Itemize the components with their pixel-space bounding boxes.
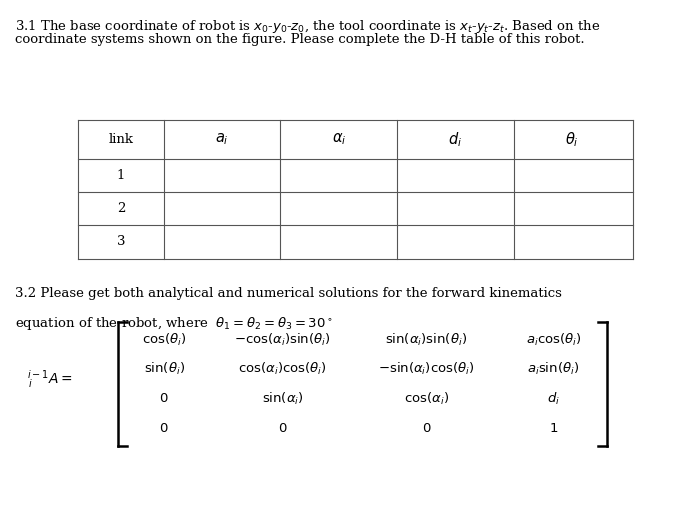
Text: $0$: $0$ (422, 422, 431, 435)
Text: $0$: $0$ (159, 422, 169, 435)
Text: $\mathrm{sin}(\alpha_i)$: $\mathrm{sin}(\alpha_i)$ (262, 391, 303, 407)
Text: $\mathrm{cos}(\theta_i)$: $\mathrm{cos}(\theta_i)$ (142, 331, 186, 348)
Text: $0$: $0$ (278, 422, 288, 435)
Text: 1: 1 (116, 169, 125, 182)
Text: $\mathrm{sin}(\alpha_i)\mathrm{sin}(\theta_i)$: $\mathrm{sin}(\alpha_i)\mathrm{sin}(\the… (385, 331, 468, 348)
Text: $\mathrm{cos}(\alpha_i)\mathrm{cos}(\theta_i)$: $\mathrm{cos}(\alpha_i)\mathrm{cos}(\the… (238, 361, 327, 377)
Text: $0$: $0$ (159, 392, 169, 406)
Text: $d_i$: $d_i$ (547, 391, 560, 407)
Text: $1$: $1$ (549, 422, 558, 435)
Text: $a_i\mathrm{cos}(\theta_i)$: $a_i\mathrm{cos}(\theta_i)$ (525, 331, 582, 348)
Text: equation of the robot, where  $\theta_1 = \theta_2 = \theta_3 = 30^\circ$: equation of the robot, where $\theta_1 =… (15, 315, 333, 332)
Text: 3.1 The base coordinate of robot is $x_0$-$y_0$-$z_0$, the tool coordinate is $x: 3.1 The base coordinate of robot is $x_0… (15, 18, 600, 35)
Text: $-\mathrm{sin}(\alpha_i)\mathrm{cos}(\theta_i)$: $-\mathrm{sin}(\alpha_i)\mathrm{cos}(\th… (378, 361, 475, 377)
Text: $a_i\mathrm{sin}(\theta_i)$: $a_i\mathrm{sin}(\theta_i)$ (527, 361, 580, 377)
Text: link: link (108, 133, 133, 146)
Text: 3.2 Please get both analytical and numerical solutions for the forward kinematic: 3.2 Please get both analytical and numer… (15, 287, 562, 300)
Text: $\alpha_i$: $\alpha_i$ (332, 132, 346, 147)
Text: 2: 2 (116, 202, 125, 215)
Text: coordinate systems shown on the figure. Please complete the D-H table of this ro: coordinate systems shown on the figure. … (15, 33, 584, 46)
Text: $\mathrm{sin}(\theta_i)$: $\mathrm{sin}(\theta_i)$ (144, 361, 185, 377)
Text: $-\mathrm{cos}(\alpha_i)\mathrm{sin}(\theta_i)$: $-\mathrm{cos}(\alpha_i)\mathrm{sin}(\th… (234, 331, 331, 348)
Text: $a_i$: $a_i$ (215, 132, 229, 147)
Text: 3: 3 (116, 236, 125, 248)
Text: $\mathrm{cos}(\alpha_i)$: $\mathrm{cos}(\alpha_i)$ (404, 391, 449, 407)
Text: $d_i$: $d_i$ (448, 130, 462, 149)
Text: $\theta_i$: $\theta_i$ (565, 130, 579, 149)
Text: $^{i-1}_{\,i}A =$: $^{i-1}_{\,i}A =$ (27, 368, 72, 390)
